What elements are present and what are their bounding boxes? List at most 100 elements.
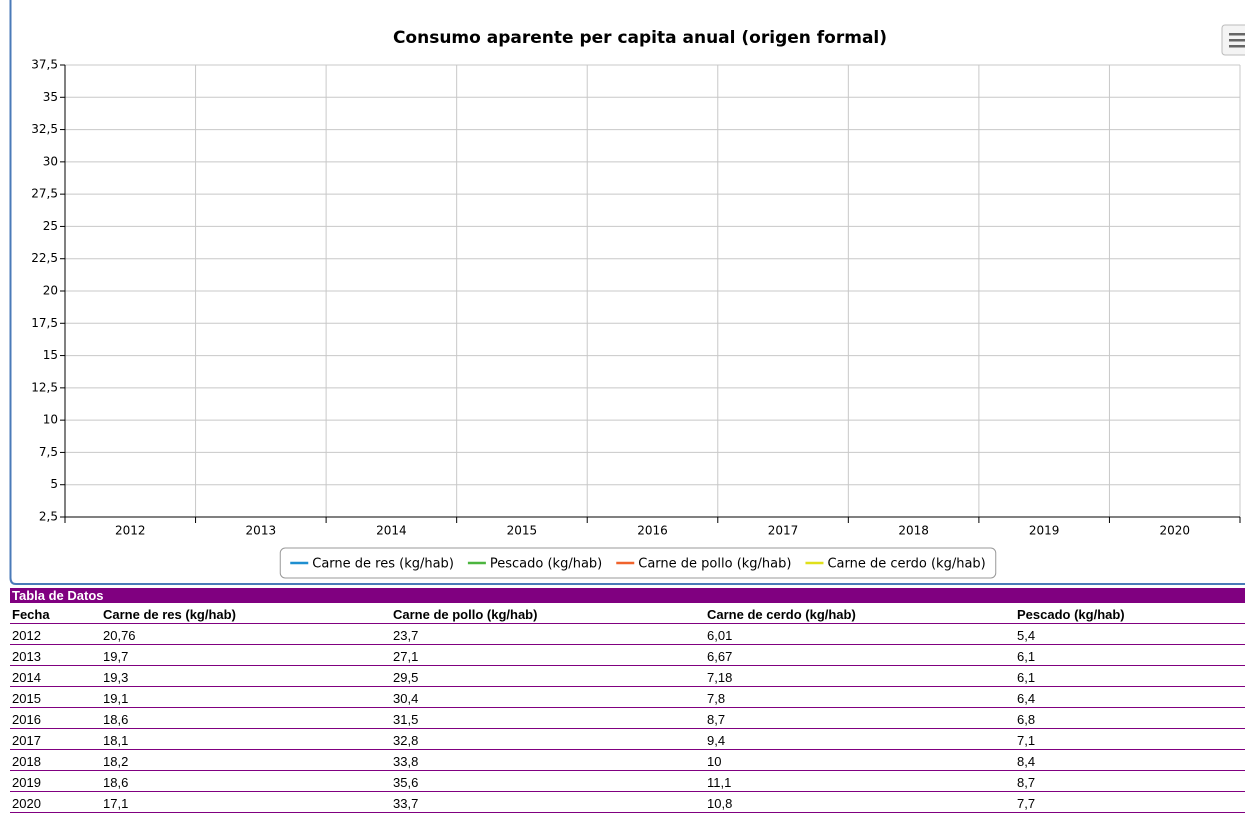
data-table: Tabla de Datos Fecha Carne de res (kg/hab… — [10, 588, 1245, 813]
y-tick-label: 2,5 — [39, 510, 58, 524]
table-cell: 10,8 — [707, 796, 733, 811]
y-tick-label: 37,5 — [31, 58, 58, 72]
table-cell: 18,6 — [103, 712, 129, 727]
column-header: Fecha — [12, 607, 50, 622]
table-cell: 2020 — [12, 796, 41, 811]
table-row: Fecha Carne de res (kg/hab) Carne de pollo… — [10, 603, 1245, 624]
x-tick-label: 2019 — [1029, 524, 1060, 538]
table-cell: 6,1 — [1017, 670, 1036, 685]
y-tick-label: 5 — [50, 477, 58, 491]
y-tick-label: 12,5 — [31, 380, 58, 394]
menu-button[interactable] — [1221, 24, 1245, 56]
legend-box — [279, 547, 997, 579]
table-cell: 7,7 — [1017, 796, 1036, 811]
table-cell: 10 — [707, 754, 722, 769]
table-row: 2013 19,7 27,1 6,67 6,1 — [10, 645, 1245, 666]
x-tick-label: 2013 — [246, 524, 277, 538]
x-tick-label: 2014 — [376, 524, 407, 538]
menu-bar — [1229, 39, 1245, 42]
legend: Carne de res (kg/hab) Pescado (kg/hab) Car… — [279, 547, 997, 579]
x-tick-label: 2018 — [898, 524, 929, 538]
column-header: Pescado (kg/hab) — [1017, 607, 1125, 622]
table-cell: 7,18 — [707, 670, 733, 685]
y-tick-label: 22,5 — [31, 251, 58, 265]
table-cell: 23,7 — [393, 628, 419, 643]
legend-label: Pescado (kg/hab) — [490, 557, 602, 572]
table-row: 2018 18,2 33,8 10 8,4 — [10, 750, 1245, 771]
table-cell: 9,4 — [707, 733, 726, 748]
table-cell: 6,01 — [707, 628, 733, 643]
table-cell: 2018 — [12, 754, 41, 769]
legend-label: Carne de res (kg/hab) — [312, 557, 454, 572]
table-cell: 2014 — [12, 670, 41, 685]
y-tick-label: 20 — [43, 284, 58, 298]
column-header: Carne de pollo (kg/hab) — [393, 607, 538, 622]
table-cell: 29,5 — [393, 670, 419, 685]
column-header: Carne de cerdo (kg/hab) — [707, 607, 856, 622]
table-cell: 19,7 — [103, 649, 129, 664]
table-row: 2012 20,76 23,7 6,01 5,4 — [10, 624, 1245, 645]
x-tick-label: 2020 — [1159, 524, 1190, 538]
table-cell: 18,1 — [103, 733, 129, 748]
y-tick-label: 10 — [43, 413, 58, 427]
table-cell: 35,6 — [393, 775, 419, 790]
y-tick-label: 35 — [43, 90, 58, 104]
chart-title: Consumo aparente per capita anual (orige… — [393, 28, 887, 48]
table-cell: 5,4 — [1017, 628, 1036, 643]
table-cell: 33,8 — [393, 754, 419, 769]
table-cell: 18,2 — [103, 754, 129, 769]
table-cell: 27,1 — [393, 649, 419, 664]
table-cell: 6,4 — [1017, 691, 1036, 706]
table-cell: 2019 — [12, 775, 41, 790]
y-tick-label: 27,5 — [31, 187, 58, 201]
x-tick-label: 2012 — [115, 524, 146, 538]
table-title: Tabla de Datos — [10, 588, 1245, 603]
table-cell: 31,5 — [393, 712, 419, 727]
table-cell: 18,6 — [103, 775, 129, 790]
table-row: 2015 19,1 30,4 7,8 6,4 — [10, 687, 1245, 708]
table-cell: 8,4 — [1017, 754, 1036, 769]
table-cell: 2016 — [12, 712, 41, 727]
table-row: 2019 18,6 35,6 11,1 8,7 — [10, 771, 1245, 792]
x-tick-label: 2017 — [768, 524, 799, 538]
table-cell: 7,8 — [707, 691, 726, 706]
y-tick-label: 7,5 — [39, 445, 58, 459]
table-cell: 32,8 — [393, 733, 419, 748]
y-tick-label: 32,5 — [31, 122, 58, 136]
table-cell: 19,3 — [103, 670, 129, 685]
x-tick-label: 2016 — [637, 524, 668, 538]
menu-bar — [1229, 33, 1245, 36]
table-cell: 2013 — [12, 649, 41, 664]
column-header: Carne de res (kg/hab) — [103, 607, 236, 622]
menu-bar — [1229, 45, 1245, 48]
table-cell: 6,1 — [1017, 649, 1036, 664]
table-cell: 2015 — [12, 691, 41, 706]
table-cell: 8,7 — [707, 712, 726, 727]
table-cell: 6,8 — [1017, 712, 1036, 727]
table-row: 2017 18,1 32,8 9,4 7,1 — [10, 729, 1245, 750]
y-tick-label: 25 — [43, 219, 58, 233]
table-cell: 11,1 — [707, 775, 732, 790]
chart-border — [9, 0, 1245, 585]
y-tick-label: 17,5 — [31, 316, 58, 330]
legend-label: Carne de cerdo (kg/hab) — [827, 557, 985, 572]
table-cell: 20,76 — [103, 628, 136, 643]
table-cell: 2017 — [12, 733, 41, 748]
table-row: 2020 17,1 33,7 10,8 7,7 — [10, 792, 1245, 813]
y-tick-label: 15 — [43, 348, 58, 362]
table-cell: 33,7 — [393, 796, 419, 811]
table-cell: 7,1 — [1017, 733, 1036, 748]
table-cell: 19,1 — [103, 691, 129, 706]
x-tick-label: 2015 — [507, 524, 538, 538]
table-row: 2014 19,3 29,5 7,18 6,1 — [10, 666, 1245, 687]
y-tick-label: 30 — [43, 154, 58, 168]
table-cell: 17,1 — [103, 796, 129, 811]
table-cell: 30,4 — [393, 691, 419, 706]
table-cell: 2012 — [12, 628, 41, 643]
chart: Consumo aparente per capita anual (orige… — [9, 0, 1245, 585]
legend-label: Carne de pollo (kg/hab) — [638, 557, 791, 572]
table-cell: 8,7 — [1017, 775, 1036, 790]
table-cell: 6,67 — [707, 649, 733, 664]
table-row: 2016 18,6 31,5 8,7 6,8 — [10, 708, 1245, 729]
